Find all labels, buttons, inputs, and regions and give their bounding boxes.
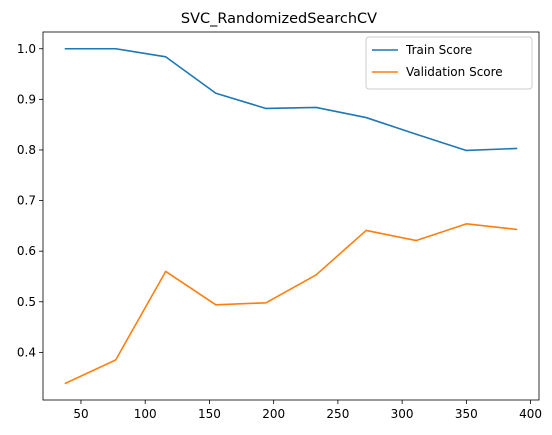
x-tick-label: 100 xyxy=(134,407,157,421)
chart-title: SVC_RandomizedSearchCV xyxy=(181,11,377,27)
x-tick-label: 150 xyxy=(198,407,221,421)
x-tick-label: 300 xyxy=(391,407,414,421)
y-axis: 0.4 0.5 0.6 0.7 0.8 0.9 1.0 xyxy=(17,42,43,359)
x-tick-label: 350 xyxy=(455,407,478,421)
y-tick-label: 0.7 xyxy=(17,194,36,208)
axes-frame xyxy=(42,31,540,401)
x-tick-label: 400 xyxy=(519,407,542,421)
series-group xyxy=(64,47,518,385)
x-tick-label: 200 xyxy=(262,407,285,421)
x-tick-label: 250 xyxy=(326,407,349,421)
legend-label: Validation Score xyxy=(406,65,503,79)
y-tick-label: 0.9 xyxy=(17,92,36,106)
y-tick-label: 0.5 xyxy=(17,295,36,309)
legend-label: Train Score xyxy=(405,43,472,57)
y-tick-label: 0.8 xyxy=(17,143,36,157)
legend-box xyxy=(365,36,533,90)
x-axis: 50 100 150 200 250 300 350 400 xyxy=(73,400,542,421)
legend: Train Score Validation Score xyxy=(365,36,533,90)
x-tick-label: 50 xyxy=(73,407,88,421)
plot-area xyxy=(42,31,540,401)
y-tick-label: 1.0 xyxy=(17,42,36,56)
y-tick-label: 0.4 xyxy=(17,345,36,359)
series-line-0 xyxy=(64,47,518,152)
series-line-1 xyxy=(64,223,518,385)
y-tick-label: 0.6 xyxy=(17,244,36,258)
